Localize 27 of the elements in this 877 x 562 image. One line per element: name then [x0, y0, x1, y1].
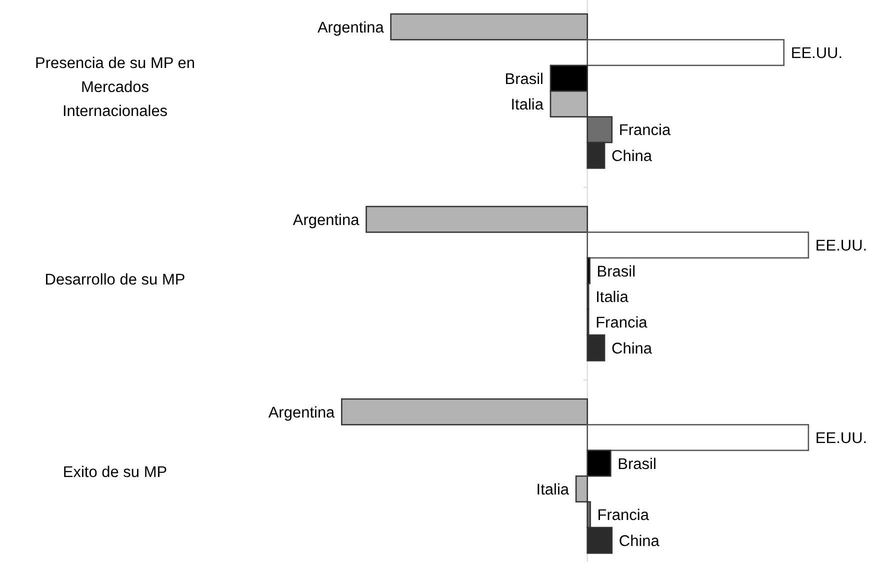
text: Italia: [596, 288, 628, 306]
text: Francia: [597, 507, 649, 524]
bar: [341, 398, 588, 426]
series-label: Francia: [618, 122, 671, 140]
series-label: EE.UU.: [790, 45, 843, 62]
text: EE.UU.: [815, 238, 868, 255]
bar: [390, 13, 588, 40]
text: Brasil: [596, 263, 636, 280]
bar: [586, 232, 810, 259]
text: Italia: [536, 481, 570, 498]
text: Brasil: [618, 456, 656, 473]
series-label: Italia: [510, 96, 544, 114]
y-tick-label: Exito de su MP: [62, 464, 168, 482]
y-tick-label: Presencia de su MP en Mercados Internacionales: [35, 55, 195, 120]
series-label: Argentina: [317, 19, 384, 36]
text: Argentina: [268, 404, 335, 422]
series-label: China: [612, 148, 652, 165]
text: China: [612, 340, 652, 358]
bar: [586, 39, 785, 66]
text: Francia: [596, 314, 648, 332]
text: EE.UU.: [815, 430, 868, 448]
text: Argentina: [292, 212, 360, 229]
bar: [586, 424, 810, 452]
series-label: Brasil: [504, 70, 544, 88]
text: China: [618, 532, 660, 550]
bar: [366, 206, 588, 233]
y-tick-label: Desarrollo de su MP: [44, 272, 186, 289]
